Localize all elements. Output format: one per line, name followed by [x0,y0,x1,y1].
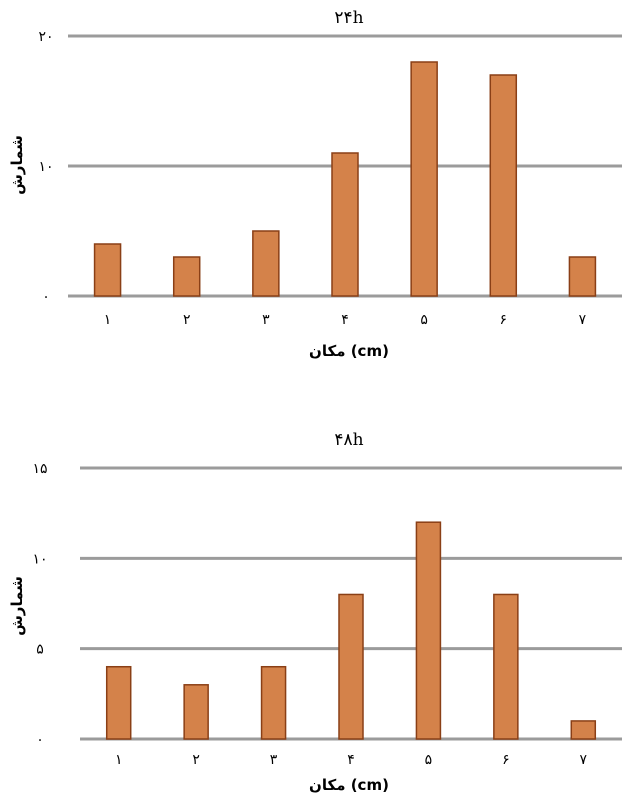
bar [252,230,280,297]
chart-48h: ۴۸h شمارش مکان (cm) ۰ ۵ ۱۰ ۱۵ ۱ ۲ ۳ ۴ ۵ ۶ ۷ [0,420,622,801]
bar [105,665,132,740]
y-tick-label: ۱۰ [38,159,53,175]
bar [568,256,597,297]
chart-24h: ۲۴h شمارش مکان (cm) ۰ ۱۰ ۲۰ ۱ ۲ ۳ ۴ ۵ ۶ ۷ [0,0,622,390]
x-tick-label: ۷ [579,312,587,328]
bar [183,684,209,740]
bar [493,593,519,740]
x-tick-label: ۶ [502,752,510,768]
y-tick-label: ۵ [36,642,44,658]
bar [338,593,364,740]
x-tick-label: ۵ [420,312,428,328]
bar [570,720,597,740]
bar [93,243,122,297]
x-tick-label: ۲ [183,312,191,328]
x-tick-label: ۱ [104,312,112,328]
chart-24h-svg: ۲۴h شمارش مکان (cm) ۰ ۱۰ ۲۰ ۱ ۲ ۳ ۴ ۵ ۶ ۷ [8,8,622,360]
y-tick-label: ۲۰ [38,29,53,45]
x-tick-label: ۳ [262,312,270,328]
x-axis-label: مکان (cm) [309,776,389,794]
x-tick-label: ۳ [270,752,278,768]
x-tick-label: ۱ [115,752,123,768]
x-tick-label: ۵ [425,752,433,768]
x-tick-label: ۷ [580,752,588,768]
x-axis-label: مکان (cm) [309,342,389,360]
bar [172,256,201,297]
y-tick-label: ۰ [36,732,44,748]
x-tick-label: ۲ [192,752,200,768]
bar [415,521,442,740]
y-tick-label: ۱۰ [32,551,47,567]
y-axis-label: شمارش [8,135,26,195]
bar [410,61,438,297]
chart-title: ۴۸h [334,430,363,450]
y-axis-label: شمارش [8,576,26,636]
chart-48h-svg: ۴۸h شمارش مکان (cm) ۰ ۵ ۱۰ ۱۵ ۱ ۲ ۳ ۴ ۵ ۶ ۷ [8,430,622,794]
chart-title: ۲۴h [334,8,363,28]
x-tick-label: ۶ [500,312,508,328]
y-tick-label: ۰ [42,289,50,305]
bar [489,74,518,297]
x-tick-label: ۴ [347,752,355,768]
bar [331,152,359,297]
y-tick-label: ۱۵ [32,461,47,477]
x-tick-label: ۴ [341,312,349,328]
bar [260,665,287,740]
